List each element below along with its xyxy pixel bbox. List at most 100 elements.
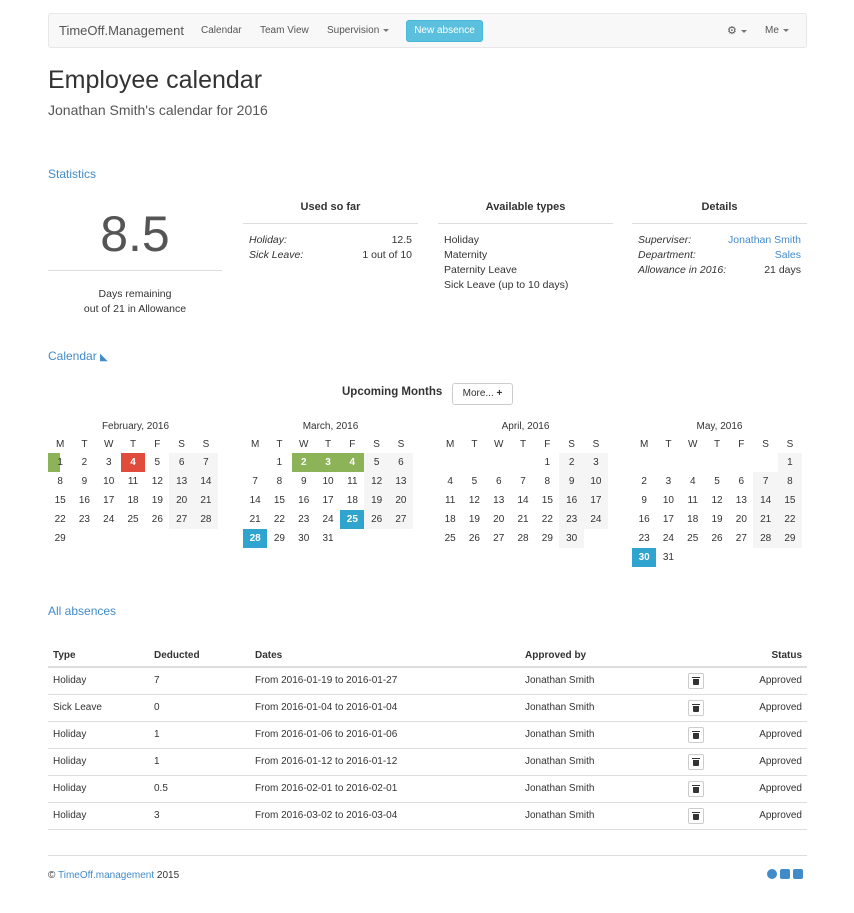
weekday-label: T (324, 439, 332, 450)
calendar-day: 31 (322, 533, 334, 544)
calendar-day: 10 (322, 476, 334, 487)
weekday-label: S (397, 439, 405, 450)
absence-status: Approved (713, 802, 807, 830)
envelope-icon[interactable] (793, 869, 803, 879)
table-row: Holiday 1 From 2016-01-06 to 2016-01-06 Jon… (48, 721, 807, 749)
calendar-day: 15 (54, 495, 66, 506)
weekday-label: M (445, 439, 455, 450)
week-row: 21 22 23 24 25 26 27 (243, 510, 418, 529)
calendar-day: 9 (300, 476, 307, 487)
calendar-empty-cell (632, 453, 656, 472)
gears-icon: ⚙ (727, 25, 737, 37)
weekday-label: T (519, 439, 527, 450)
absence-deducted: 3 (149, 802, 250, 830)
trash-icon[interactable] (688, 753, 704, 770)
weekday-label: S (592, 439, 600, 450)
weekday-label: T (81, 439, 88, 450)
nav-me[interactable]: Me (765, 25, 789, 36)
month-title: May, 2016 (696, 421, 743, 432)
supervisor-link[interactable]: Jonathan Smith (728, 234, 801, 246)
calendar-day: 2 (641, 476, 647, 487)
absence-type: Holiday (48, 667, 149, 695)
week-row: 11 12 13 14 15 16 17 (438, 491, 613, 510)
week-row: 9 10 11 12 13 14 15 (632, 491, 807, 510)
brand-link[interactable]: TimeOff.Management (59, 23, 184, 38)
more-months-label: More... (462, 388, 494, 399)
absence-approved-by: Jonathan Smith (520, 667, 683, 695)
calendar-empty-cell (194, 529, 218, 548)
calendar-day: 20 (493, 514, 505, 525)
calendar-day: 17 (322, 495, 334, 506)
github-icon[interactable] (767, 869, 777, 879)
week-row: 16 17 18 19 20 21 22 (632, 510, 807, 529)
more-months-button[interactable]: More... + (452, 383, 513, 405)
column-header-type: Type (48, 645, 149, 668)
weekday-label: S (373, 439, 380, 450)
calendar-day: 27 (493, 533, 505, 544)
calendar-day: 12 (711, 495, 723, 506)
used-row: Sick Leave: 1 out of 10 (249, 248, 412, 263)
calendar-day: 18 (444, 514, 456, 525)
calendar-day: 23 (559, 510, 584, 529)
calendar-day: 5 (364, 453, 389, 472)
footer-brand-link[interactable]: TimeOff.management (57, 870, 155, 881)
calendar-day: 26 (364, 510, 389, 529)
absence-dates: From 2016-03-02 to 2016-03-04 (250, 802, 520, 830)
absence-actions (683, 748, 713, 776)
calendar-day: 27 (735, 533, 747, 544)
month-title: March, 2016 (302, 421, 359, 432)
calendar-empty-cell (243, 453, 267, 472)
week-row: 7 8 9 10 11 12 13 (243, 472, 418, 491)
calendar-day: 8 (276, 476, 283, 487)
allowance-key: Allowance in 2016: (638, 264, 727, 276)
used-so-far-panel: Used so far Holiday: 12.5 Sick Leave: 1 … (243, 201, 418, 263)
nav-supervision[interactable]: Supervision (327, 25, 390, 36)
calendar-day: 26 (151, 514, 163, 525)
calendar-day: 24 (662, 533, 674, 544)
calendar-day: 30 (298, 533, 310, 544)
upcoming-months-label: Upcoming Months (342, 386, 443, 398)
trash-icon[interactable] (688, 726, 704, 743)
nav-calendar[interactable]: Calendar (201, 25, 242, 36)
absence-type: Sick Leave (48, 694, 149, 722)
calendar-day: 20 (388, 491, 414, 510)
calendar-day: 24 (103, 514, 115, 525)
trash-icon[interactable] (688, 699, 704, 716)
department-link[interactable]: Sales (774, 249, 801, 261)
calendar-day: 10 (103, 476, 115, 487)
absence-deducted: 1 (149, 721, 250, 749)
calendar-day: 9 (559, 472, 584, 491)
calendar-day: 23 (78, 514, 90, 525)
calendar-day: 1 (777, 453, 803, 472)
absence-approved-by: Jonathan Smith (520, 694, 683, 722)
new-absence-button[interactable]: New absence (406, 20, 483, 42)
calendar-day: 31 (662, 552, 674, 563)
twitter-icon[interactable] (780, 869, 790, 879)
trash-icon[interactable] (688, 807, 704, 824)
nav-team-view[interactable]: Team View (260, 25, 309, 36)
copyright-symbol: © (48, 870, 56, 881)
calendar-day: 16 (78, 495, 90, 506)
calendar-day: 22 (54, 514, 66, 525)
calendar-day: 21 (753, 510, 778, 529)
weekday-label: F (544, 439, 551, 450)
week-row: 15 16 17 18 19 20 21 (48, 491, 223, 510)
absence-deducted: 0.5 (149, 775, 250, 803)
settings-dropdown[interactable]: ⚙ (727, 24, 747, 37)
absence-dates: From 2016-01-12 to 2016-01-12 (250, 748, 520, 776)
absence-dates: From 2016-01-06 to 2016-01-06 (250, 721, 520, 749)
calendar-day: 24 (322, 514, 334, 525)
calendar-day: 15 (541, 495, 553, 506)
trash-icon[interactable] (688, 672, 704, 689)
calendar-feed-link[interactable]: Calendar ◣ (48, 349, 108, 363)
week-row: 28 29 30 31 (243, 529, 418, 548)
supervisor-key: Superviser: (638, 234, 692, 246)
trash-icon[interactable] (688, 780, 704, 797)
month-calendar: April, 2016 M T W T F S S 1 2 3 4 5 6 7 8 9 10 11 12 13 14 15 1… (438, 420, 613, 548)
details-row: Allowance in 2016: 21 days (638, 263, 801, 278)
footer-divider (48, 855, 807, 856)
calendar-empty-cell (511, 453, 535, 472)
calendar-day: 4 (340, 453, 365, 472)
calendar-day: 16 (559, 491, 584, 510)
